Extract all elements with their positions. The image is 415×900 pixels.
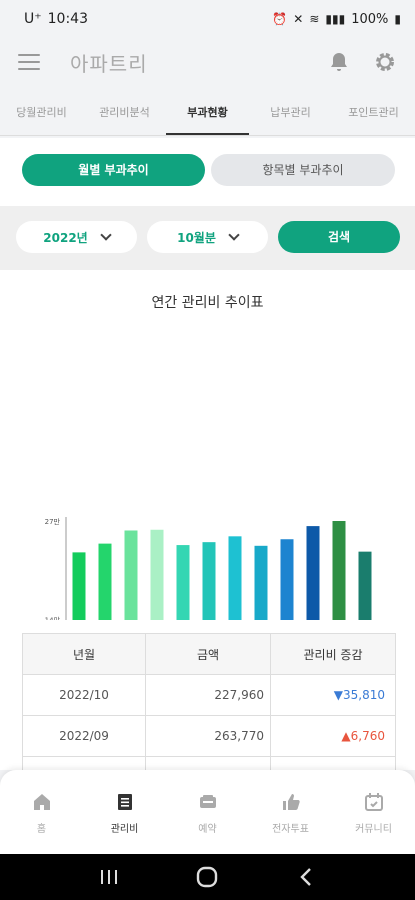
chart-bar bbox=[280, 539, 294, 620]
chart-title: 연간 관리비 추이표 bbox=[151, 295, 264, 311]
search-button[interactable]: 검색 bbox=[278, 221, 400, 253]
status-bar: U⁺ 10:43 ⏰ ✕ ≋ ▮▮▮ 100% ▮ bbox=[0, 0, 415, 38]
row-change: ▲6,760 bbox=[270, 715, 396, 757]
nav-vote-label: 전자투표 bbox=[272, 824, 309, 835]
menu-icon[interactable] bbox=[18, 54, 40, 70]
nav-bill[interactable]: 관리비 bbox=[83, 770, 166, 854]
nav-vote[interactable]: 전자투표 bbox=[249, 770, 332, 854]
header-year-month: 년월 bbox=[22, 633, 146, 675]
main-content: 월별 부과추이 항목별 부과추이 2022년 10월분 검색 연간 관리비 추이… bbox=[0, 138, 415, 770]
row-change bbox=[270, 756, 396, 770]
nav-community[interactable]: 커뮤니티 bbox=[332, 770, 415, 854]
app-title: 아파트리 bbox=[70, 51, 148, 76]
carrier-label: U⁺ bbox=[24, 11, 42, 27]
row-amount: 227,960 bbox=[145, 674, 271, 716]
battery-icon: ▮ bbox=[394, 12, 401, 26]
chart-bar bbox=[124, 530, 138, 620]
nav-community-label: 커뮤니티 bbox=[355, 824, 392, 835]
status-time: 10:43 bbox=[47, 11, 88, 27]
table-row bbox=[22, 756, 396, 770]
back-button[interactable] bbox=[286, 862, 326, 892]
wifi-icon: ≋ bbox=[309, 12, 320, 26]
recent-apps-icon bbox=[101, 870, 118, 884]
reservation-icon bbox=[199, 795, 216, 808]
nav-reservation[interactable]: 예약 bbox=[166, 770, 249, 854]
row-year-month: 2022/09 bbox=[22, 715, 146, 757]
battery-level: 100% bbox=[351, 11, 389, 27]
row-year-month: 2022/10 bbox=[22, 674, 146, 716]
y-tick-label: 14만 bbox=[45, 616, 61, 621]
row-amount: 263,770 bbox=[145, 715, 271, 757]
nav-reservation-label: 예약 bbox=[198, 824, 217, 835]
bottom-nav: 홈 관리비 예약 전자투표 커뮤니티 bbox=[0, 770, 415, 854]
recent-apps-button[interactable] bbox=[89, 862, 129, 892]
community-icon bbox=[364, 793, 383, 811]
monthly-trend-button[interactable]: 월별 부과추이 bbox=[22, 154, 205, 186]
header-amount: 금액 bbox=[145, 633, 271, 675]
tab-monthly-fee[interactable]: 당월관리비 bbox=[16, 106, 67, 119]
tab-billing-status[interactable]: 부과현황 bbox=[166, 92, 249, 135]
chart-bar bbox=[72, 552, 86, 620]
home-system-button[interactable] bbox=[187, 862, 227, 892]
chart-bar bbox=[98, 543, 112, 620]
nav-bill-label: 관리비 bbox=[110, 824, 139, 835]
item-trend-button[interactable]: 항목별 부과추이 bbox=[211, 154, 395, 186]
chart-bar bbox=[202, 542, 216, 620]
tab-payment[interactable]: 납부관리 bbox=[270, 106, 311, 119]
chart-bar bbox=[332, 521, 346, 620]
table-row: 2022/10 227,960 ▼35,810 bbox=[22, 674, 396, 716]
row-year-month bbox=[22, 756, 146, 770]
gear-icon[interactable] bbox=[373, 50, 397, 74]
year-value: 2022년 bbox=[43, 230, 88, 245]
fee-trend-chart: 0만14만27만11월2021년12월01월2022년02월03월04월05월0… bbox=[45, 517, 372, 621]
header-change: 관리비 증감 bbox=[270, 633, 396, 675]
chart-bar bbox=[228, 536, 242, 620]
vote-icon bbox=[282, 794, 300, 810]
nav-home[interactable]: 홈 bbox=[0, 770, 83, 854]
back-icon bbox=[300, 868, 311, 886]
system-nav-bar bbox=[0, 854, 415, 900]
home-circle-icon bbox=[197, 866, 218, 888]
chart-bar bbox=[254, 545, 268, 620]
tab-bar: 당월관리비 관리비분석 부과현황 납부관리 포인트관리 bbox=[0, 92, 415, 136]
mute-icon: ✕ bbox=[293, 12, 304, 26]
row-change: ▼35,810 bbox=[270, 674, 396, 716]
chart-bar bbox=[306, 526, 320, 620]
fee-table: 년월 금액 관리비 증감 2022/10 227,960 ▼35,810 202… bbox=[22, 633, 396, 770]
table-row: 2022/09 263,770 ▲6,760 bbox=[22, 715, 396, 757]
tab-fee-analysis[interactable]: 관리비분석 bbox=[99, 106, 150, 119]
y-tick-label: 27만 bbox=[45, 517, 61, 526]
tab-points[interactable]: 포인트관리 bbox=[348, 106, 399, 119]
row-amount bbox=[145, 756, 271, 770]
chart-bar bbox=[176, 545, 190, 620]
bell-icon[interactable] bbox=[327, 50, 351, 74]
nav-home-label: 홈 bbox=[36, 824, 47, 835]
chevron-down-icon bbox=[228, 229, 240, 241]
month-value: 10월분 bbox=[177, 230, 216, 245]
app-header: 아파트리 bbox=[0, 38, 415, 86]
chevron-down-icon bbox=[100, 229, 112, 241]
bill-icon bbox=[117, 794, 132, 810]
home-icon bbox=[33, 794, 50, 810]
chart-bar bbox=[358, 551, 372, 620]
month-select[interactable]: 10월분 bbox=[147, 221, 268, 253]
signal-icon: ▮▮▮ bbox=[325, 12, 346, 26]
year-select[interactable]: 2022년 bbox=[16, 221, 137, 253]
chart-bar bbox=[150, 529, 164, 620]
alarm-icon: ⏰ bbox=[272, 12, 288, 26]
filter-row: 2022년 10월분 검색 bbox=[0, 206, 415, 270]
